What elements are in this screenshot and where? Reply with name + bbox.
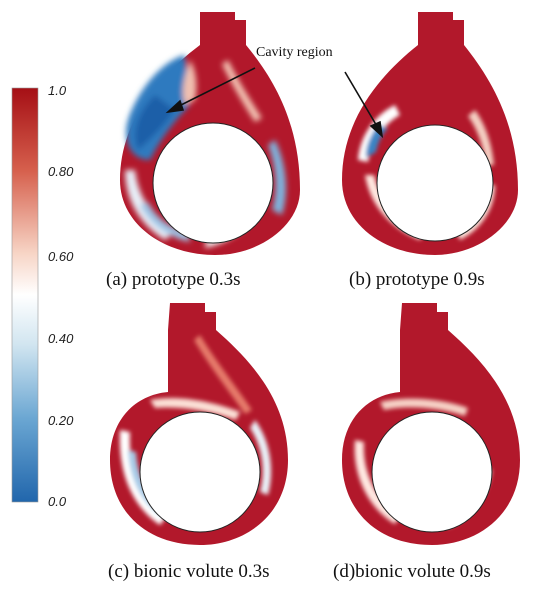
panel-b-contour xyxy=(342,12,518,255)
colorbar xyxy=(11,87,39,503)
panel-a-contour xyxy=(120,12,300,255)
colorbar-tick-1: 1.0 xyxy=(48,83,67,98)
panel-c-contour xyxy=(110,303,288,545)
colorbar-tick-3: 0.60 xyxy=(48,249,74,264)
caption-d: (d)bionic volute 0.9s xyxy=(333,561,491,582)
caption-b: (b) prototype 0.9s xyxy=(349,269,485,290)
colorbar-tick-4: 0.40 xyxy=(48,331,74,346)
caption-a: (a) prototype 0.3s xyxy=(106,269,241,290)
cavity-arrows xyxy=(165,67,384,139)
panel-d-contour xyxy=(342,303,520,545)
colorbar-tick-2: 0.80 xyxy=(48,164,74,179)
cavity-region-label: Cavity region xyxy=(256,45,333,60)
caption-c: (c) bionic volute 0.3s xyxy=(108,561,270,582)
colorbar-tick-6: 0.0 xyxy=(48,494,67,509)
colorbar-tick-5: 0.20 xyxy=(48,413,74,428)
